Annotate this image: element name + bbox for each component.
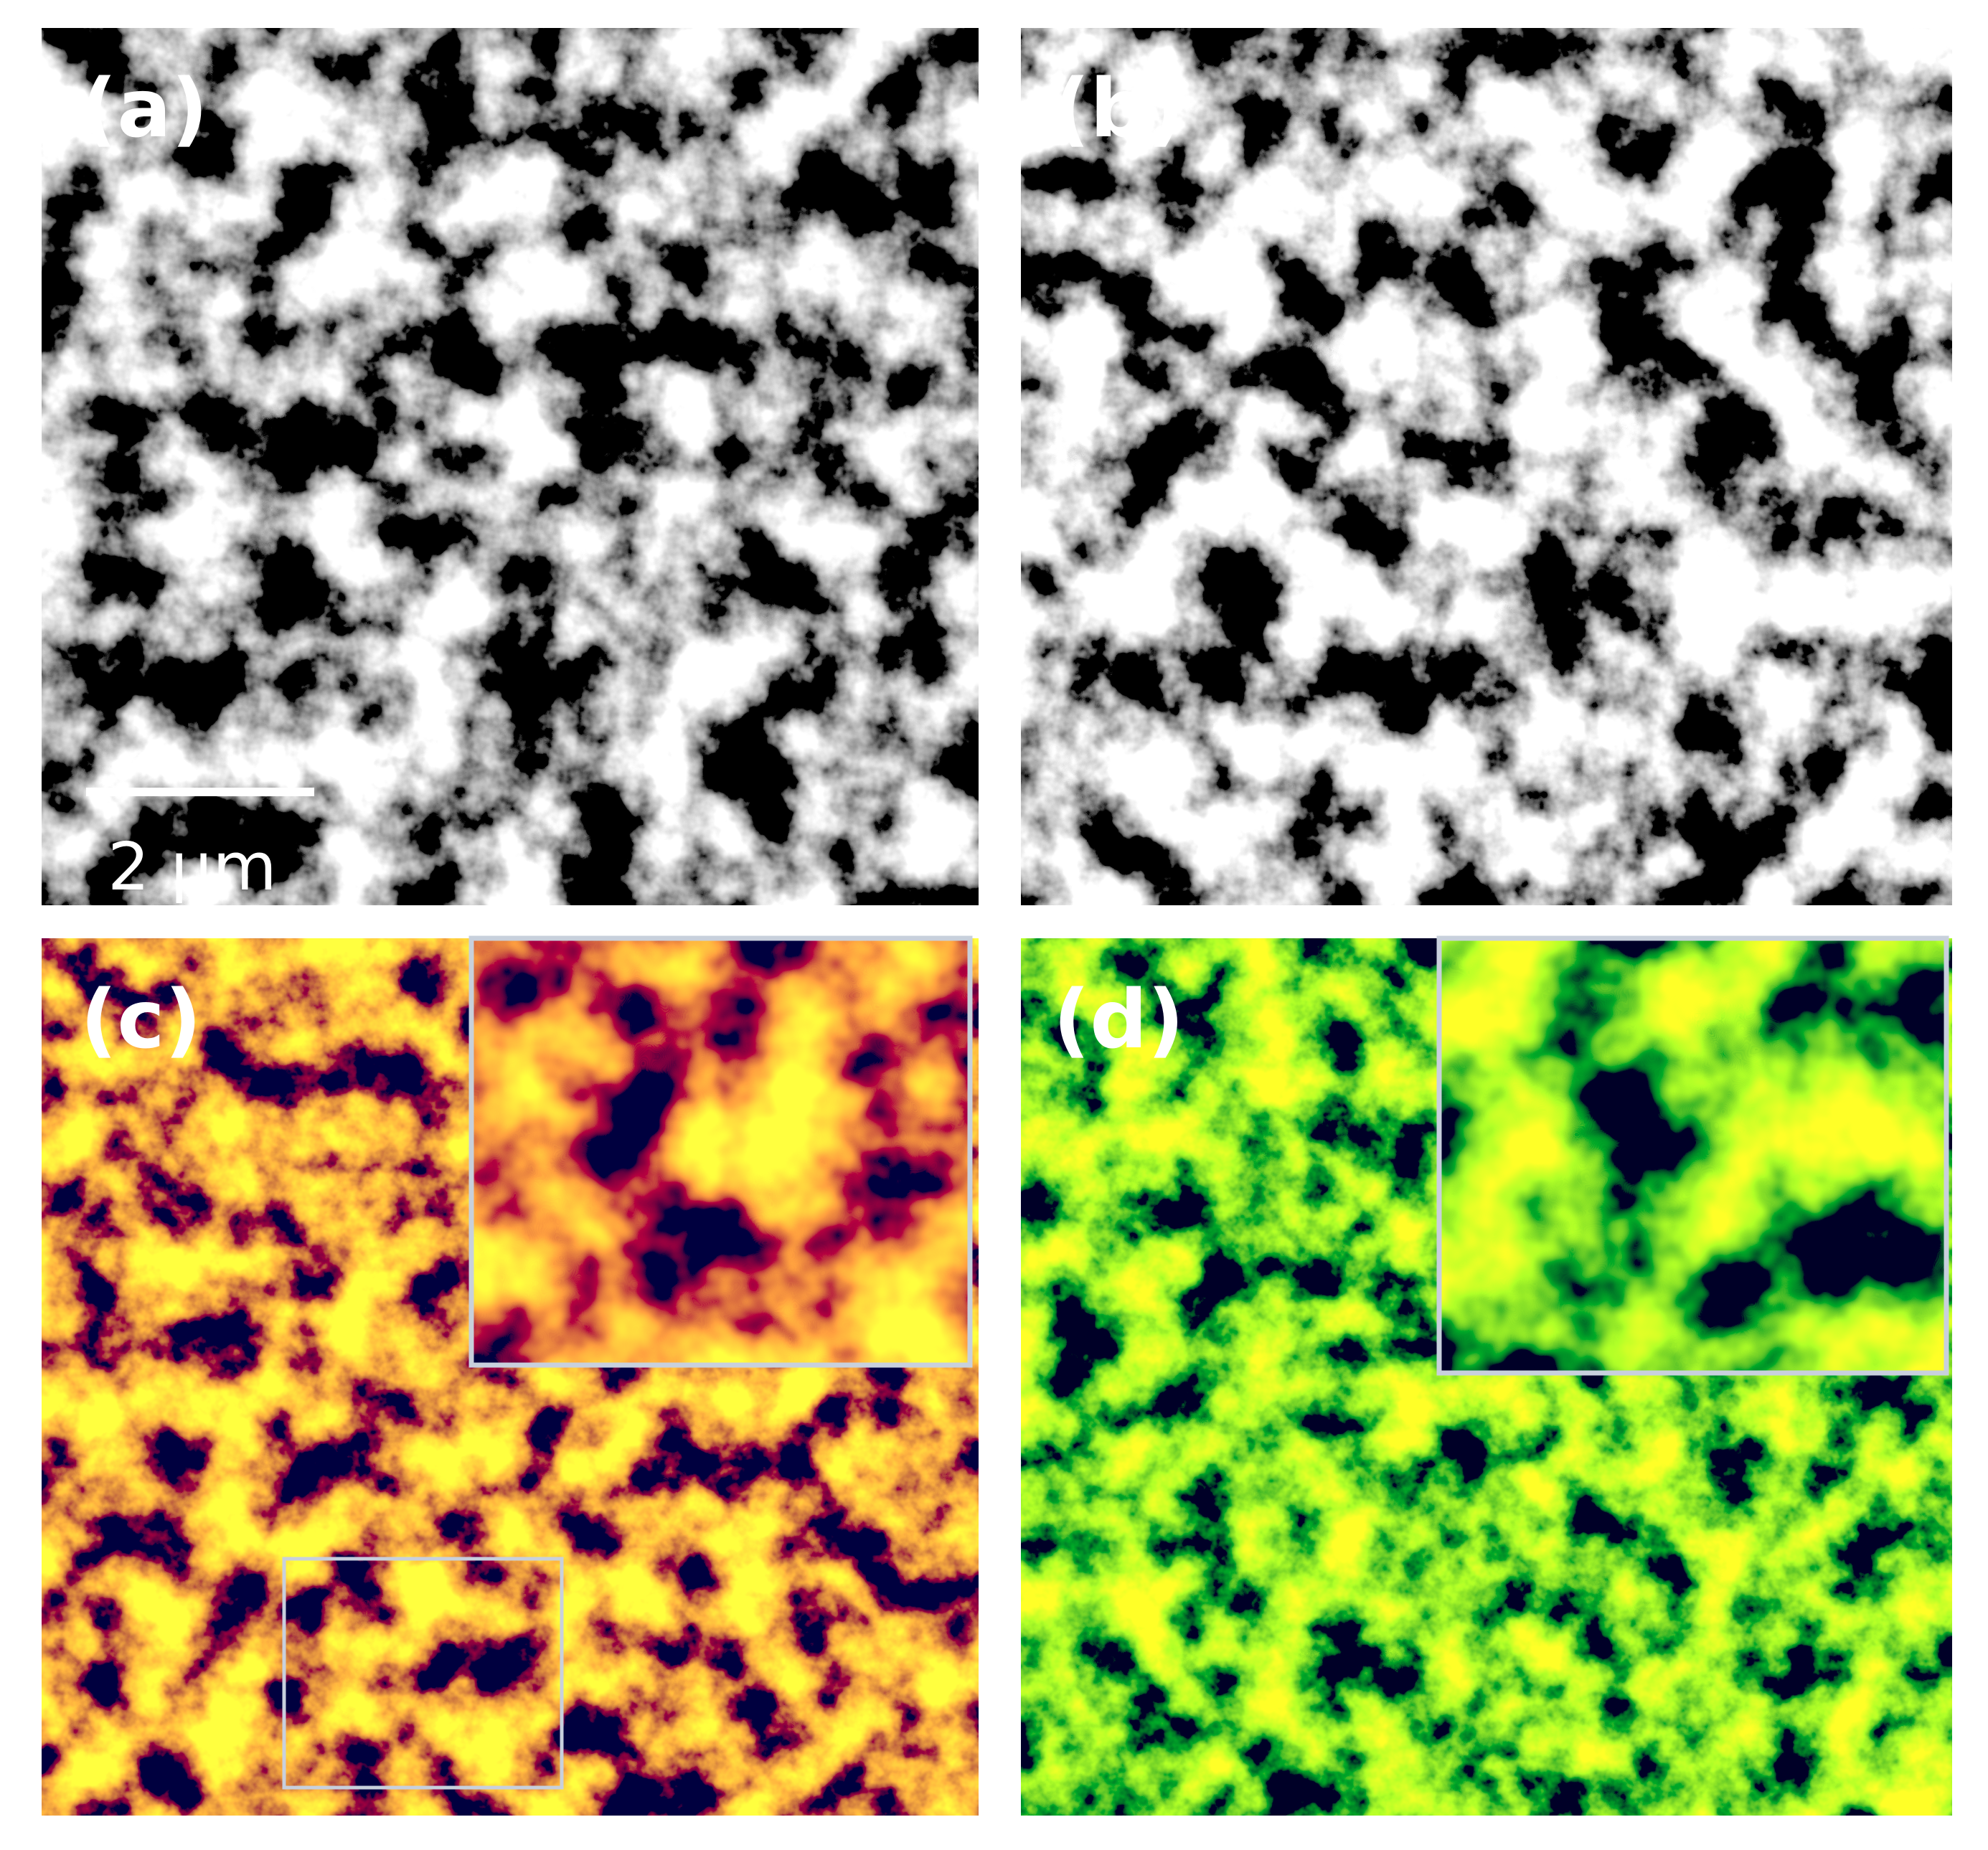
panel-d-inset	[1439, 938, 1946, 1373]
inset-border	[1436, 935, 1949, 1376]
panel-a-image	[42, 28, 979, 905]
panel-c-inset	[471, 938, 970, 1365]
zoom-box	[282, 1557, 564, 1790]
panel-label: (b)	[1053, 62, 1184, 156]
scale-bar-label: 2 µm	[108, 829, 277, 905]
panel-label: (d)	[1053, 973, 1184, 1067]
panel-b-image	[1021, 28, 1952, 905]
panel-label: (a)	[80, 62, 208, 156]
inset-border	[468, 935, 973, 1368]
panel-label: (c)	[80, 973, 202, 1067]
